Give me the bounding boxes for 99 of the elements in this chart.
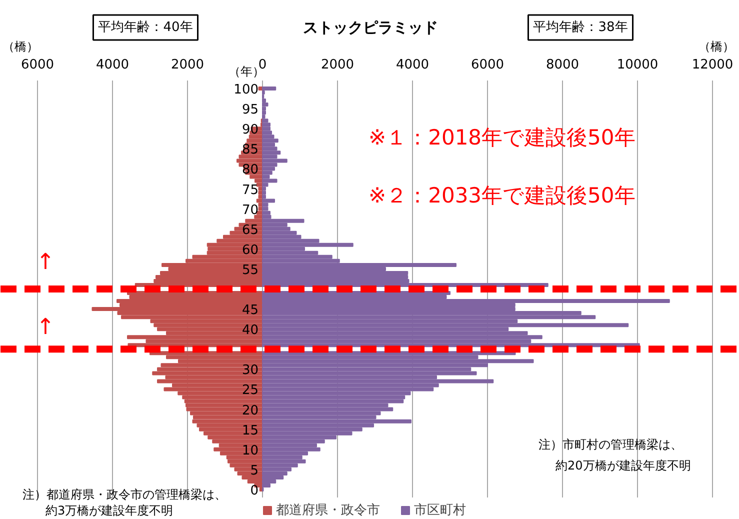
bar <box>262 407 394 412</box>
bar <box>262 170 272 175</box>
y-tick-label: 15 <box>242 423 259 438</box>
bar <box>127 335 263 340</box>
bar <box>262 102 268 107</box>
y-tick-label: 20 <box>242 403 259 418</box>
x-tick-label: 6000 <box>20 58 54 72</box>
y-tick-label: 95 <box>242 102 259 118</box>
bar <box>262 142 275 147</box>
bar <box>262 166 275 171</box>
bar <box>262 110 266 115</box>
legend-label: 都道府県・政令市 <box>276 502 380 519</box>
annotation: ※２：2033年で建設後50年 <box>368 184 636 208</box>
bar <box>262 471 288 476</box>
bar <box>262 146 278 151</box>
bar <box>228 459 263 464</box>
y-tick-label: 55 <box>242 262 259 278</box>
bar <box>262 122 270 127</box>
x-tick-label: 2000 <box>170 58 204 72</box>
bar <box>262 270 408 275</box>
y-tick-label: 25 <box>242 383 259 398</box>
bar <box>262 299 670 304</box>
bar <box>262 190 266 195</box>
bar <box>262 379 494 384</box>
bar <box>262 178 278 183</box>
text: 平均年齢：40年 <box>98 20 193 35</box>
bar <box>193 415 263 420</box>
bar <box>262 210 270 215</box>
y-tick-label: 5 <box>250 463 259 478</box>
x-tick-label: 6000 <box>470 58 504 72</box>
chart-title: ストックピラミッド <box>303 18 438 36</box>
bar <box>157 379 263 384</box>
y-tick-label: 70 <box>242 202 259 218</box>
bar <box>262 158 288 163</box>
text: （橋） <box>698 40 734 54</box>
text: 平均年齢：38年 <box>533 20 628 35</box>
bar <box>262 399 404 404</box>
y-tick-label: 40 <box>242 323 259 338</box>
text: （橋） <box>2 40 38 54</box>
bar <box>262 198 275 203</box>
bar <box>236 158 263 163</box>
x-tick-label: 4000 <box>396 58 430 72</box>
bar <box>262 359 534 364</box>
bar <box>262 419 412 424</box>
bar <box>262 206 268 211</box>
bar <box>262 323 629 328</box>
bar <box>262 134 274 139</box>
x-tick-label: 4000 <box>96 58 130 72</box>
bar <box>262 262 456 267</box>
bar <box>262 447 320 452</box>
bar <box>192 419 263 424</box>
bar <box>256 182 263 187</box>
bar <box>262 371 477 376</box>
bar <box>208 435 263 440</box>
y-tick-label: 85 <box>242 142 259 158</box>
annotation: ※１：2018年で建設後50年 <box>368 126 636 150</box>
y-tick-label: 60 <box>242 242 259 258</box>
bar <box>121 315 263 320</box>
y-tick-label: 65 <box>242 222 259 238</box>
x-tick-label: 8000 <box>546 58 580 72</box>
bar <box>262 126 270 131</box>
bar <box>262 106 266 111</box>
bar <box>116 299 263 304</box>
annotation: ↑ <box>36 315 55 340</box>
legend-label: 市区町村 <box>414 502 466 519</box>
bar <box>262 315 596 320</box>
y-tick-label: 10 <box>242 443 259 458</box>
y-tick-label: 45 <box>242 303 259 318</box>
bar <box>246 138 263 143</box>
bar <box>262 274 408 279</box>
annotation: 注）都道府県・政令市の管理橋梁は、 <box>22 488 226 502</box>
text: 約3万橋が建設年度不明 <box>46 504 174 518</box>
bar <box>262 218 304 223</box>
bar <box>262 242 354 247</box>
bar <box>262 130 272 135</box>
bar <box>262 86 276 91</box>
bar <box>238 154 263 159</box>
bar <box>262 98 266 103</box>
x-tick-label: 12000 <box>692 58 734 72</box>
bar <box>156 274 263 279</box>
bar <box>262 138 278 143</box>
x-tick-label: 10000 <box>616 58 658 72</box>
bar <box>262 475 284 480</box>
y-tick-label: 0 <box>250 483 259 498</box>
bar <box>184 399 263 404</box>
y-tick-label: 75 <box>242 182 259 198</box>
annotation: 約20万橋が建設年度不明 <box>556 458 691 472</box>
bar <box>262 459 306 464</box>
annotation: ↑ <box>36 250 55 275</box>
y-tick-label: 30 <box>242 363 259 378</box>
annotation: 注）市町村の管理橋梁は、 <box>538 438 682 452</box>
y-tick-label: 100 <box>234 82 259 98</box>
x-tick-label: 2000 <box>320 58 354 72</box>
bar <box>262 114 266 119</box>
bar <box>242 475 263 480</box>
bar <box>262 150 281 155</box>
bar <box>262 186 266 191</box>
bar <box>262 335 542 340</box>
bar <box>262 118 268 123</box>
